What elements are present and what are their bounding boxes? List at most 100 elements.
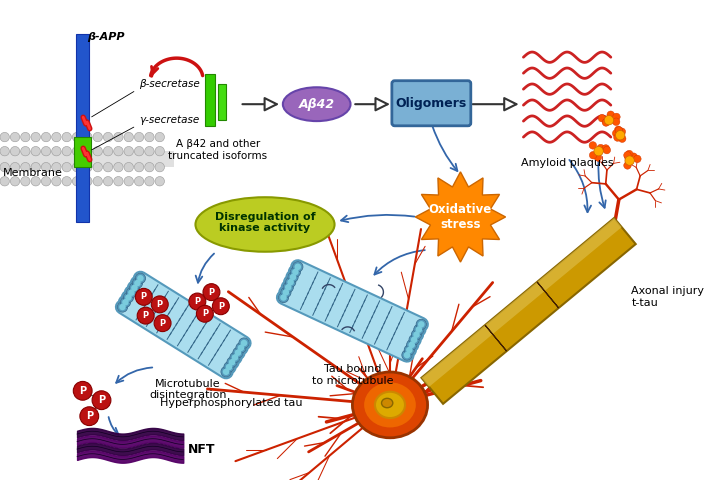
Circle shape <box>62 162 72 172</box>
Circle shape <box>124 162 133 172</box>
Circle shape <box>113 132 123 142</box>
Circle shape <box>135 273 145 284</box>
Circle shape <box>83 162 92 172</box>
Circle shape <box>52 132 61 142</box>
Circle shape <box>281 287 291 297</box>
Circle shape <box>72 162 82 172</box>
Circle shape <box>614 134 621 141</box>
Circle shape <box>603 147 610 154</box>
Polygon shape <box>537 282 559 308</box>
Circle shape <box>135 132 144 142</box>
Circle shape <box>41 132 51 142</box>
Circle shape <box>613 118 620 126</box>
Circle shape <box>154 315 171 332</box>
Circle shape <box>83 177 92 186</box>
Circle shape <box>406 340 417 350</box>
Bar <box>218 85 226 120</box>
Circle shape <box>624 162 631 169</box>
Ellipse shape <box>196 197 335 252</box>
Circle shape <box>615 131 625 140</box>
Circle shape <box>189 293 206 310</box>
Circle shape <box>52 147 61 156</box>
Circle shape <box>283 282 294 293</box>
Text: P: P <box>79 386 86 396</box>
Circle shape <box>0 162 9 172</box>
Circle shape <box>279 293 289 302</box>
Circle shape <box>93 177 102 186</box>
Circle shape <box>224 362 234 372</box>
Circle shape <box>126 288 137 298</box>
Text: P: P <box>140 293 147 301</box>
Circle shape <box>589 142 596 149</box>
Circle shape <box>625 156 635 165</box>
Circle shape <box>134 280 140 287</box>
Circle shape <box>403 352 411 358</box>
Circle shape <box>618 128 625 136</box>
Circle shape <box>404 345 415 355</box>
Text: Tau bound
to microtubule: Tau bound to microtubule <box>312 364 393 386</box>
Circle shape <box>280 294 286 301</box>
Circle shape <box>290 267 301 277</box>
Circle shape <box>290 274 296 280</box>
Text: P: P <box>194 297 201 306</box>
Circle shape <box>135 289 152 305</box>
Bar <box>74 137 91 167</box>
Circle shape <box>155 162 164 172</box>
Bar <box>205 74 216 126</box>
Text: Amyloid plaques: Amyloid plaques <box>521 158 614 168</box>
Circle shape <box>155 177 164 186</box>
Circle shape <box>93 147 102 156</box>
Circle shape <box>239 338 249 348</box>
Circle shape <box>93 162 102 172</box>
Circle shape <box>155 147 164 156</box>
Circle shape <box>406 346 413 353</box>
Circle shape <box>124 132 133 142</box>
Text: P: P <box>86 411 93 421</box>
Text: Microtubule
disintegration: Microtubule disintegration <box>149 379 227 400</box>
Circle shape <box>613 130 620 137</box>
Circle shape <box>62 147 72 156</box>
Circle shape <box>104 132 113 142</box>
Ellipse shape <box>381 398 393 408</box>
Circle shape <box>11 147 20 156</box>
Circle shape <box>634 155 641 163</box>
Text: Oligomers: Oligomers <box>396 97 467 110</box>
Circle shape <box>92 391 111 409</box>
Circle shape <box>411 337 418 343</box>
Circle shape <box>41 162 51 172</box>
Circle shape <box>83 147 92 156</box>
Circle shape <box>125 294 132 301</box>
Circle shape <box>604 115 613 125</box>
Circle shape <box>129 283 140 293</box>
Circle shape <box>128 290 135 296</box>
Circle shape <box>603 118 610 126</box>
Circle shape <box>145 147 154 156</box>
Circle shape <box>62 132 72 142</box>
Circle shape <box>283 289 289 296</box>
Circle shape <box>93 132 102 142</box>
Circle shape <box>21 147 30 156</box>
Circle shape <box>11 132 20 142</box>
Text: Membrane: Membrane <box>3 168 62 178</box>
Circle shape <box>31 177 40 186</box>
Circle shape <box>408 342 415 348</box>
Circle shape <box>11 162 20 172</box>
Text: NFT: NFT <box>188 443 216 455</box>
Text: P: P <box>202 309 208 318</box>
Circle shape <box>594 153 602 161</box>
Circle shape <box>52 162 61 172</box>
Circle shape <box>133 278 143 288</box>
Circle shape <box>73 382 92 400</box>
Text: P: P <box>218 302 224 311</box>
Circle shape <box>138 307 154 324</box>
Bar <box>76 34 89 222</box>
Circle shape <box>0 177 9 186</box>
Circle shape <box>213 298 229 315</box>
Polygon shape <box>415 172 506 262</box>
Circle shape <box>31 132 40 142</box>
Circle shape <box>11 177 20 186</box>
Circle shape <box>597 145 604 152</box>
Circle shape <box>292 269 298 275</box>
Circle shape <box>229 359 235 365</box>
Bar <box>0 151 174 167</box>
